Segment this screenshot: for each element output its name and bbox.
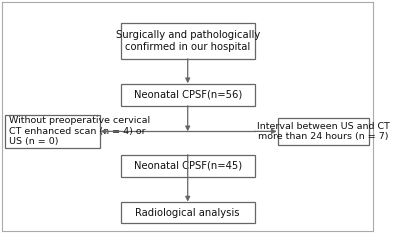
- Bar: [278, 118, 369, 144]
- Bar: [121, 202, 254, 223]
- Text: Radiological analysis: Radiological analysis: [136, 208, 240, 218]
- Bar: [121, 23, 254, 59]
- Text: Surgically and pathologically
confirmed in our hospital: Surgically and pathologically confirmed …: [116, 30, 260, 52]
- Text: Neonatal CPSF(n=56): Neonatal CPSF(n=56): [134, 90, 242, 100]
- Text: Neonatal CPSF(n=45): Neonatal CPSF(n=45): [134, 161, 242, 171]
- Bar: [121, 84, 254, 106]
- Text: Without preoperative cervical
CT enhanced scan (n = 4) or
US (n = 0): Without preoperative cervical CT enhance…: [8, 116, 150, 146]
- Bar: [121, 155, 254, 177]
- Bar: [5, 115, 100, 148]
- Text: Interval between US and CT
more than 24 hours (n = 7): Interval between US and CT more than 24 …: [257, 122, 390, 141]
